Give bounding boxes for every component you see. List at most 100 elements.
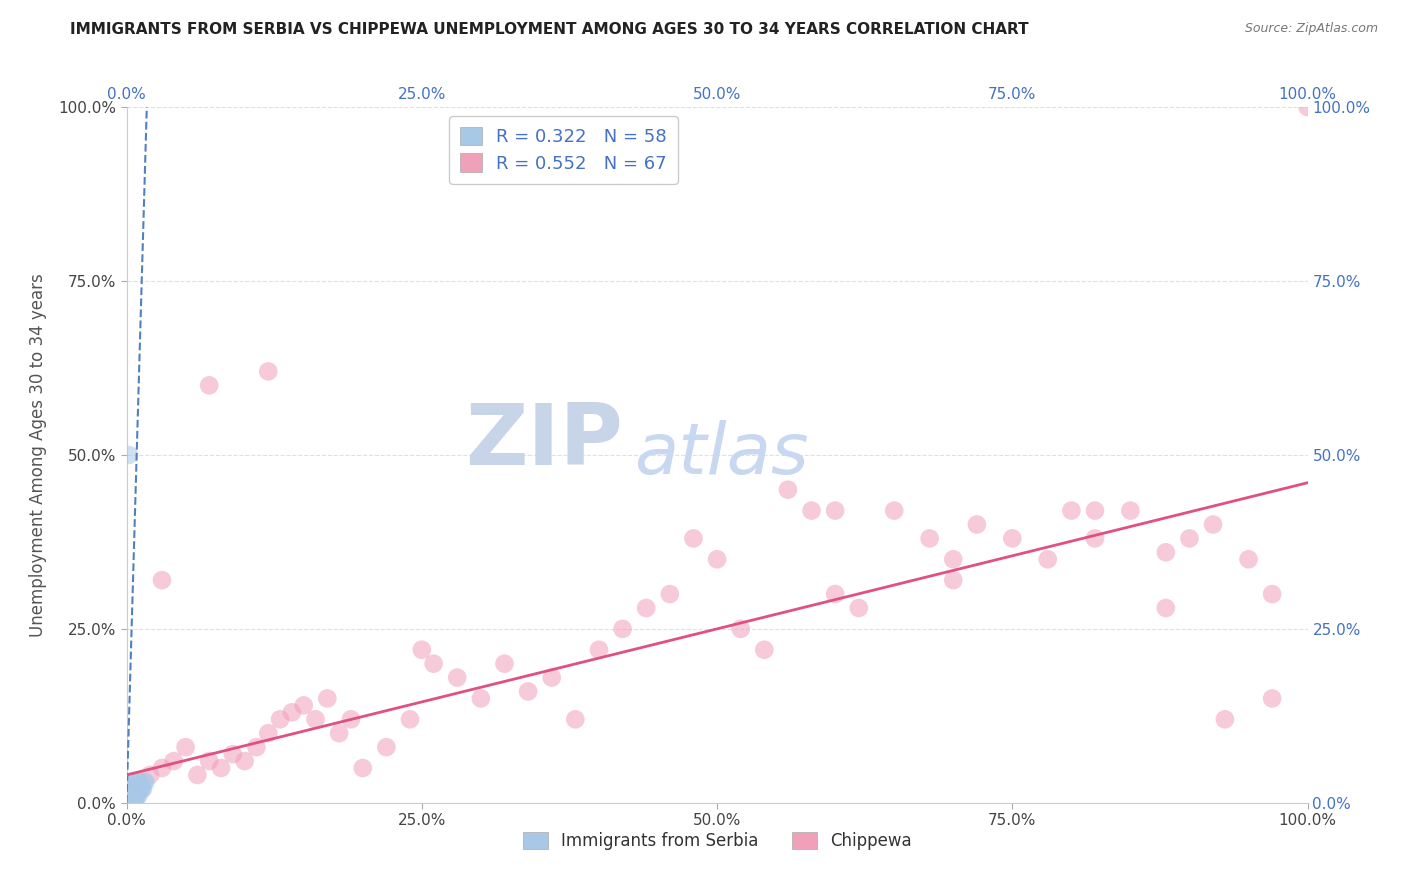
Point (1237, 552, 1260, 566)
Point (1202, 517, 1225, 532)
Point (118, 796, 141, 810)
Point (186, 768, 208, 782)
Point (800, 503, 823, 517)
Point (132, 781, 155, 796)
Point (918, 532, 941, 546)
Point (121, 775, 143, 789)
Text: IMMIGRANTS FROM SERBIA VS CHIPPEWA UNEMPLOYMENT AMONG AGES 30 TO 34 YEARS CORREL: IMMIGRANTS FROM SERBIA VS CHIPPEWA UNEMP… (70, 22, 1029, 37)
Point (942, 552, 965, 566)
Point (1060, 503, 1083, 517)
Point (122, 796, 145, 810)
Point (942, 573, 965, 587)
Point (754, 642, 776, 657)
Point (120, 796, 142, 810)
Point (209, 761, 232, 775)
Point (118, 796, 141, 810)
Point (375, 740, 398, 755)
Point (124, 781, 146, 796)
Point (612, 622, 634, 636)
Point (174, 740, 197, 755)
Point (121, 781, 143, 796)
Point (446, 671, 468, 685)
Point (118, 796, 141, 810)
Point (848, 601, 870, 615)
Point (682, 532, 704, 546)
Y-axis label: Unemployment Among Ages 30 to 34 years: Unemployment Among Ages 30 to 34 years (30, 273, 46, 637)
Point (120, 781, 142, 796)
Point (127, 789, 149, 803)
Legend: Immigrants from Serbia, Chippewa: Immigrants from Serbia, Chippewa (516, 826, 918, 857)
Point (118, 781, 141, 796)
Point (706, 552, 728, 566)
Point (470, 691, 492, 706)
Point (127, 781, 149, 796)
Text: atlas: atlas (634, 420, 808, 490)
Point (118, 789, 141, 803)
Point (127, 789, 149, 803)
Text: ZIP: ZIP (465, 400, 623, 483)
Point (636, 601, 658, 615)
Point (658, 587, 681, 601)
Point (118, 796, 141, 810)
Point (198, 754, 221, 768)
Point (118, 781, 141, 796)
Point (122, 781, 145, 796)
Point (1213, 712, 1236, 726)
Point (125, 781, 148, 796)
Point (122, 789, 145, 803)
Point (118, 796, 141, 810)
Point (120, 796, 142, 810)
Point (120, 796, 142, 810)
Point (150, 573, 173, 587)
Point (163, 754, 186, 768)
Point (540, 671, 562, 685)
Point (316, 691, 339, 706)
Point (1154, 601, 1177, 615)
Point (120, 796, 142, 810)
Point (134, 775, 156, 789)
Point (124, 789, 146, 803)
Point (340, 712, 363, 726)
Point (127, 781, 149, 796)
Point (121, 796, 143, 810)
Point (198, 378, 221, 392)
Point (131, 781, 153, 796)
Point (120, 789, 142, 803)
Point (121, 781, 143, 796)
Point (328, 726, 350, 740)
Point (127, 775, 149, 789)
Point (257, 364, 280, 378)
Point (120, 796, 142, 810)
Point (422, 657, 444, 671)
Point (1296, 100, 1319, 114)
Point (776, 483, 799, 497)
Point (564, 712, 586, 726)
Point (118, 796, 141, 810)
Point (118, 789, 141, 803)
Point (139, 768, 162, 782)
Point (824, 503, 846, 517)
Point (399, 712, 422, 726)
Point (494, 657, 516, 671)
Point (120, 796, 142, 810)
Point (730, 622, 752, 636)
Point (222, 747, 245, 761)
Point (257, 726, 280, 740)
Point (118, 448, 141, 462)
Point (304, 712, 326, 726)
Point (245, 740, 267, 755)
Point (128, 781, 150, 796)
Point (1084, 503, 1107, 517)
Point (118, 789, 141, 803)
Point (118, 796, 141, 810)
Point (1261, 587, 1284, 601)
Point (118, 796, 141, 810)
Point (120, 796, 142, 810)
Point (150, 761, 173, 775)
Point (588, 642, 610, 657)
Point (124, 796, 146, 810)
Point (122, 775, 145, 789)
Point (352, 761, 374, 775)
Point (1119, 503, 1142, 517)
Point (118, 796, 141, 810)
